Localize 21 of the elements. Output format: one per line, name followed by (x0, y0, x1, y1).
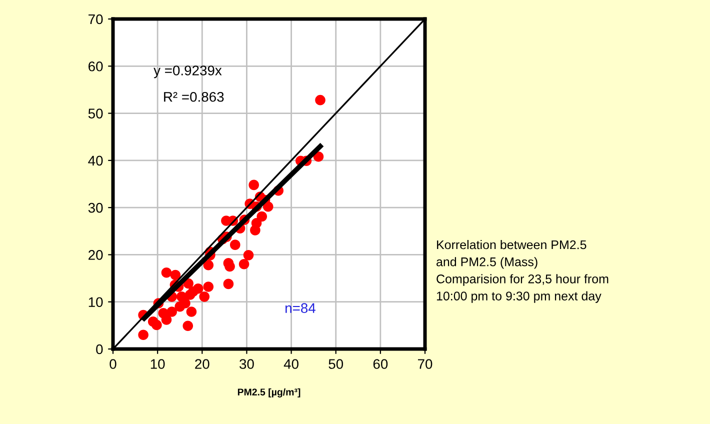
y-tick-label: 20 (88, 250, 103, 260)
y-tick-label: 40 (88, 156, 103, 166)
x-tick-label: 10 (150, 359, 165, 369)
x-tick-label: 50 (328, 359, 344, 369)
x-tick-label: 60 (373, 359, 388, 369)
annotation: y =0.9239x (154, 66, 222, 78)
y-tick-label: 30 (88, 202, 103, 213)
annotation: R² =0.863 (164, 92, 224, 102)
y-tick-label: 50 (88, 108, 103, 118)
x-tick-label: 0 (110, 359, 116, 369)
x-tick-label: 30 (240, 359, 254, 369)
x-axis-title: PM2.5 [µg/m³] (238, 388, 300, 398)
y-tick-label: 10 (88, 297, 103, 308)
x-tick-label: 20 (195, 359, 210, 369)
text: Korrelation between PM2.5 and PM2.5 (Mass) Comparision for 23,5 hour from 10:00 pm to 9:30 pm next day (436, 240, 608, 303)
y-tick-label: 70 (88, 14, 103, 24)
x-tick-label: 40 (284, 359, 298, 369)
y-tick-label: 60 (88, 61, 103, 72)
x-tick-label: 70 (418, 359, 432, 369)
annotation: n=84 (286, 303, 316, 313)
y-tick-label: 0 (96, 344, 103, 354)
